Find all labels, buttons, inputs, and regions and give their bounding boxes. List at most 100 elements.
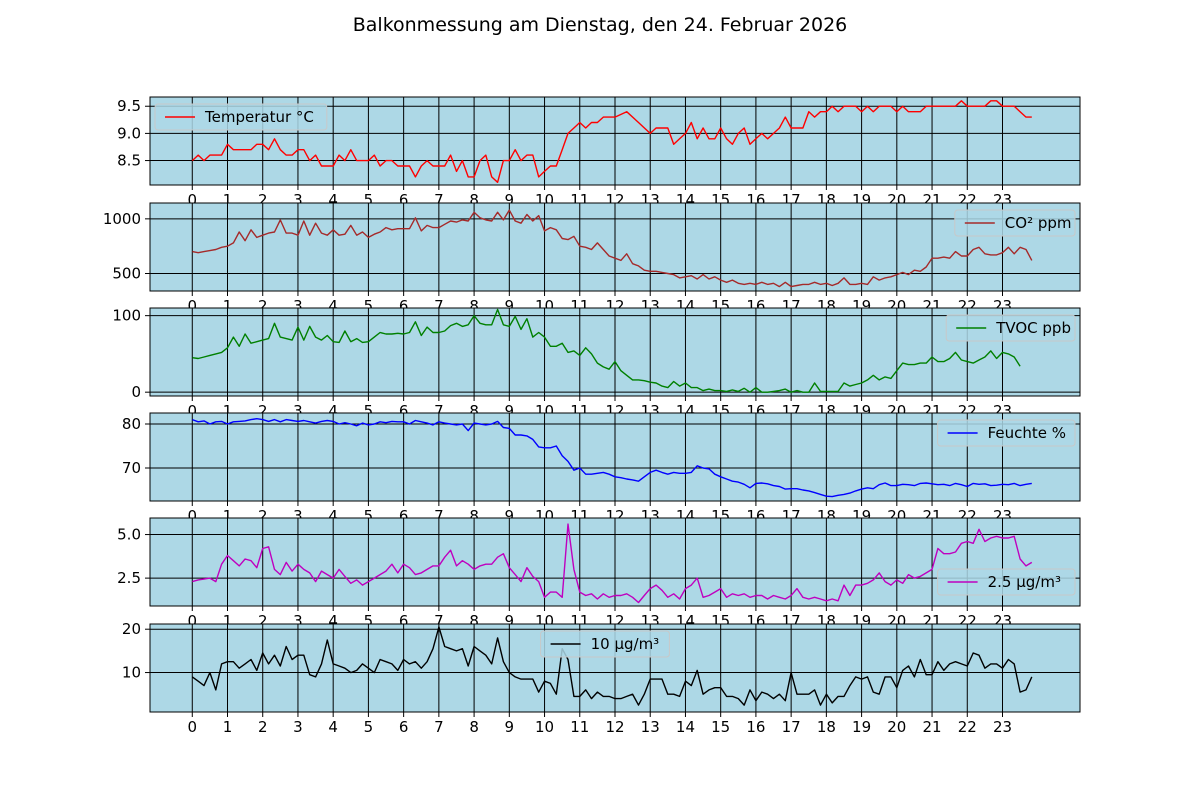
x-tick-label: 3: [293, 612, 303, 630]
legend-box: [954, 209, 1076, 237]
y-tick-label: 100: [112, 307, 141, 325]
x-tick-label: 4: [328, 718, 338, 736]
x-tick-label: 8: [469, 612, 479, 630]
y-tick-label: 1000: [103, 210, 141, 228]
legend-label: Feuchte %: [988, 424, 1066, 442]
x-tick-label: 8: [469, 718, 479, 736]
series-line: [191, 626, 1033, 706]
x-tick-label: 6: [399, 402, 409, 420]
x-tick-label: 0: [187, 191, 197, 209]
x-tick-label: 0: [187, 718, 197, 736]
x-tick-label: 6: [399, 507, 409, 525]
series-line: [192, 418, 1032, 498]
x-tick-label: 21: [922, 718, 941, 736]
y-tick-label: 9.5: [117, 97, 141, 115]
x-tick-label: 2: [258, 297, 268, 315]
x-tick-label: 2: [258, 612, 268, 630]
legend-box: [154, 103, 328, 131]
x-tick-label: 6: [399, 612, 409, 630]
legend: 2.5 µg/m³: [937, 568, 1076, 596]
x-tick-label: 7: [434, 297, 444, 315]
legend: Temperatur °C: [154, 103, 328, 131]
x-tick-label: 0: [187, 297, 197, 315]
x-tick-label: 7: [434, 191, 444, 209]
x-tick-label: 1: [223, 191, 233, 209]
legend: CO² ppm: [954, 209, 1076, 237]
x-tick-label: 17: [782, 718, 801, 736]
legend-label: CO² ppm: [1005, 214, 1072, 232]
x-tick-label: 3: [293, 297, 303, 315]
figure-title: Balkonmessung am Dienstag, den 24. Febru…: [353, 14, 848, 36]
x-tick-label: 6: [399, 191, 409, 209]
subplot-stack: 0 1 2 3 4 5 6 7 8 9 10 11 12 13 14 15 16 17 18 19 20 21 22 238.…: [103, 96, 1081, 736]
x-tick-label: 7: [434, 402, 444, 420]
x-tick-label: 5: [364, 612, 374, 630]
legend: 10 µg/m³: [540, 630, 670, 658]
x-tick-label: 5: [364, 507, 374, 525]
x-tick-label: 2: [258, 718, 268, 736]
series-line: [192, 308, 1021, 393]
grid: [150, 624, 1080, 712]
x-tick-label: 4: [328, 507, 338, 525]
x-tick-label: 1: [223, 297, 233, 315]
x-tick-label: 8: [469, 191, 479, 209]
x-tick-label: 4: [328, 191, 338, 209]
x-tick-label: 6: [399, 297, 409, 315]
x-tick-label: 9: [505, 612, 515, 630]
legend-box: [945, 314, 1076, 342]
x-tick-label: 4: [328, 402, 338, 420]
x-tick-label: 15: [711, 718, 730, 736]
x-tick-label: 8: [469, 297, 479, 315]
y-tick-label: 9.0: [117, 124, 141, 142]
x-tick-label: 16: [746, 718, 765, 736]
x-tick-label: 3: [293, 718, 303, 736]
subplot-2: 0 1 2 3 4 5 6 7 8 9 10 11 12 13 14 15 16 17 18 19 20 21 22 2350…: [103, 202, 1081, 315]
legend-label: TVOC ppb: [995, 319, 1071, 337]
x-tick-label: 12: [605, 718, 624, 736]
x-tick-label: 8: [469, 507, 479, 525]
x-tick-label: 23: [993, 718, 1012, 736]
x-tick-label: 1: [223, 507, 233, 525]
x-tick-label: 5: [364, 191, 374, 209]
x-tick-label: 18: [817, 718, 836, 736]
x-tick-label: 1: [223, 612, 233, 630]
y-tick-label: 8.5: [117, 152, 141, 170]
x-tick-label: 5: [364, 402, 374, 420]
y-tick-label: 80: [122, 415, 141, 433]
y-tick-label: 500: [112, 265, 141, 283]
x-tick-label: 19: [852, 718, 871, 736]
x-tick-label: 4: [328, 297, 338, 315]
x-tick-label: 5: [364, 297, 374, 315]
x-tick-label: 5: [364, 718, 374, 736]
y-tick-label: 5.0: [117, 526, 141, 544]
x-tick-label: 1: [223, 402, 233, 420]
series-line: [192, 209, 1033, 288]
x-tick-label: 8: [469, 402, 479, 420]
legend-box: [937, 419, 1076, 447]
legend-box: [937, 568, 1076, 596]
legend-box: [540, 630, 670, 658]
x-tick-label: 3: [293, 507, 303, 525]
subplot-5: 0 1 2 3 4 5 6 7 8 9 10 11 12 13 14 15 16 17 18 19 20 21 22 232.…: [117, 517, 1081, 630]
grid: [150, 203, 1080, 291]
legend-label: 2.5 µg/m³: [988, 573, 1061, 591]
x-tick-label: 9: [505, 507, 515, 525]
x-tick-label: 1: [223, 718, 233, 736]
x-tick-label: 13: [641, 718, 660, 736]
x-tick-label: 22: [958, 718, 977, 736]
x-tick-label: 9: [505, 402, 515, 420]
x-tick-label: 3: [293, 191, 303, 209]
x-tick-label: 3: [293, 402, 303, 420]
x-tick-label: 9: [505, 297, 515, 315]
x-tick-label: 4: [328, 612, 338, 630]
y-tick-label: 2.5: [117, 569, 141, 587]
series-line: [191, 100, 1032, 184]
subplot-6: 0 1 2 3 4 5 6 7 8 9 10 11 12 13 14 15 16 17 18 19 20 21 22 2310…: [122, 620, 1081, 736]
legend: TVOC ppb: [945, 314, 1076, 342]
x-tick-label: 7: [434, 612, 444, 630]
x-tick-label: 0: [187, 402, 197, 420]
subplot-4: 0 1 2 3 4 5 6 7 8 9 10 11 12 13 14 15 16 17 18 19 20 21 22 2370…: [122, 412, 1081, 525]
legend-label: Temperatur °C: [204, 108, 314, 126]
x-tick-label: 9: [505, 718, 515, 736]
x-tick-label: 20: [887, 718, 906, 736]
